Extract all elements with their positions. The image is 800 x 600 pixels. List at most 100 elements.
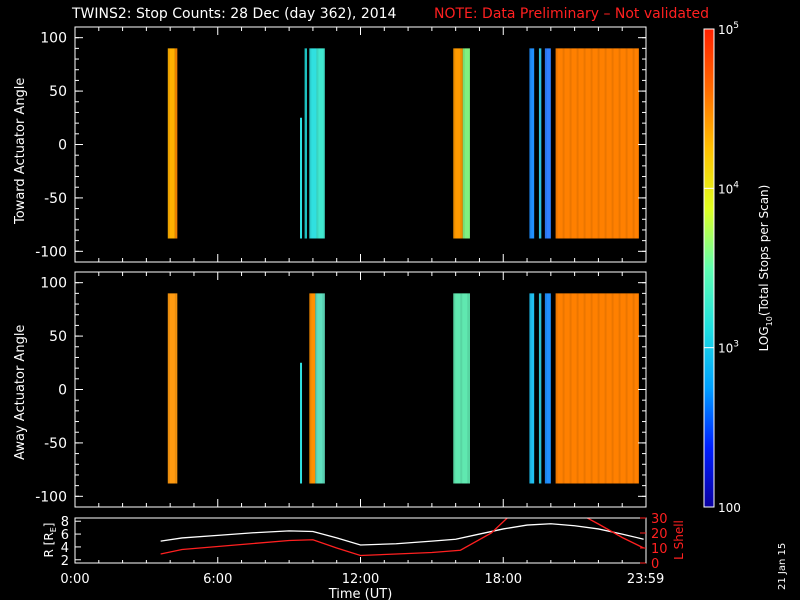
colorbar-tick-exp: 5 (733, 21, 739, 31)
heatmap-stripe (315, 293, 318, 484)
heatmap-stripe (460, 293, 463, 484)
colorbar-tick-base: 10 (718, 342, 733, 356)
orbit-ylabel-main: R [R (42, 532, 56, 557)
y-tick-label: -50 (44, 436, 67, 452)
y-tick-label: -50 (44, 191, 67, 207)
heatmap-stripe (597, 48, 600, 239)
heatmap-stripe (576, 293, 579, 484)
heatmap-stripe (309, 48, 312, 239)
heatmap-block (304, 48, 307, 239)
orbit-ylabel-end: ] (42, 523, 56, 528)
colorbar-label-main: LOG (757, 326, 771, 351)
colorbar-tick-label: 104 (718, 180, 739, 196)
heatmap-stripe (583, 48, 586, 239)
heatmap-stripe (316, 48, 319, 239)
heatmap-block (174, 48, 178, 239)
x-axis-label: Time (UT) (328, 587, 393, 600)
orbit-y2-tick-label: 10 (651, 542, 668, 557)
colorbar-tick-exp: 3 (733, 340, 739, 350)
heatmap-stripe (304, 48, 307, 239)
orbit-y-tick-label: 4 (61, 541, 69, 556)
heatmap-stripe (462, 48, 465, 239)
heatmap-stripe (555, 48, 558, 239)
heatmap-stripe (555, 293, 558, 484)
heatmap-block (309, 48, 317, 239)
heatmap-stripe (453, 48, 456, 239)
heatmap-block (462, 48, 470, 239)
heatmap-stripe (576, 48, 579, 239)
y-tick-label: 100 (40, 276, 67, 292)
colorbar-label-end: (Total Stops per Scan) (757, 185, 771, 316)
heatmap-stripe (467, 293, 470, 484)
heatmap-stripe (625, 48, 628, 239)
orbit-y2label: L Shell (672, 520, 686, 560)
y-tick-label: 100 (40, 31, 67, 47)
orbit-series-line (160, 518, 509, 557)
heatmap-stripe (453, 293, 456, 484)
colorbar-tick-base: 10 (718, 182, 733, 196)
orbit-ylabel: R [RE] (42, 523, 58, 558)
away-ylabel: Away Actuator Angle (13, 324, 28, 460)
heatmap-block (529, 48, 535, 239)
colorbar-tick-exp: 4 (733, 180, 739, 190)
heatmap-stripe (529, 293, 532, 484)
title-note: NOTE: Data Preliminary – Not validated (434, 6, 709, 22)
heatmap-block (538, 293, 542, 484)
heatmap-block (538, 48, 542, 239)
heatmap-stripe (632, 48, 635, 239)
heatmap-stripe (590, 48, 593, 239)
x-tick-label: 12:00 (342, 572, 379, 587)
x-tick-label: 23:59 (627, 572, 664, 587)
colorbar-tick-label: 105 (718, 21, 739, 37)
heatmap-block (316, 48, 325, 239)
away-heatmap-panel: 100 50 0 -50 -100 (35, 271, 647, 508)
heatmap-block (555, 293, 639, 484)
orbit-series-line (585, 518, 644, 549)
colorbar-tick-base: 100 (718, 501, 741, 515)
toward-heatmap-panel: 100 50 0 -50 -100 (35, 26, 647, 263)
title-main: TWINS2: Stop Counts: 28 Dec (day 362), 2… (72, 6, 397, 22)
orbit-series-line (160, 523, 644, 546)
heatmap-block (555, 48, 639, 239)
heatmap-block (544, 48, 551, 239)
colorbar-tick-label: 100 (718, 501, 741, 515)
heatmap-stripe (167, 293, 170, 484)
orbit-ylabel-sub: E (49, 527, 58, 532)
y-tick-label: 50 (49, 84, 67, 100)
heatmap-stripe (611, 48, 614, 239)
heatmap-block (167, 48, 175, 239)
heatmap-stripe (469, 48, 472, 239)
heatmap-stripe (562, 293, 565, 484)
y-tick-label: 0 (58, 138, 67, 154)
heatmap-stripe (604, 48, 607, 239)
orbit-y2-tick-label: 0 (651, 557, 659, 572)
heatmap-block (315, 293, 325, 484)
heatmap-stripe (569, 48, 572, 239)
heatmap-block (453, 48, 463, 239)
orbit-y2-tick-label: 30 (651, 512, 668, 527)
y-tick-label: -100 (35, 244, 67, 260)
heatmap-stripe (618, 293, 621, 484)
orbit-y-tick-label: 8 (61, 515, 69, 530)
heatmap-stripe (625, 293, 628, 484)
orbit-y-tick-label: 6 (61, 528, 69, 543)
colorbar-tick-label: 103 (718, 340, 739, 356)
heatmap-stripe (538, 293, 541, 484)
orbit-y2-tick-label: 20 (651, 527, 668, 542)
x-tick-label: 6:00 (203, 572, 232, 587)
heatmap-block (453, 293, 470, 484)
heatmap-stripe (538, 48, 541, 239)
heatmap-stripe (322, 293, 325, 484)
heatmap-stripe (167, 48, 170, 239)
heatmap-stripe (583, 293, 586, 484)
y-tick-label: 0 (58, 383, 67, 399)
heatmap-stripe (562, 48, 565, 239)
heatmap-stripe (323, 48, 326, 239)
heatmap-block (529, 293, 535, 484)
heatmap-stripe (604, 293, 607, 484)
heatmap-stripe (529, 48, 532, 239)
y-tick-label: -100 (35, 489, 67, 505)
